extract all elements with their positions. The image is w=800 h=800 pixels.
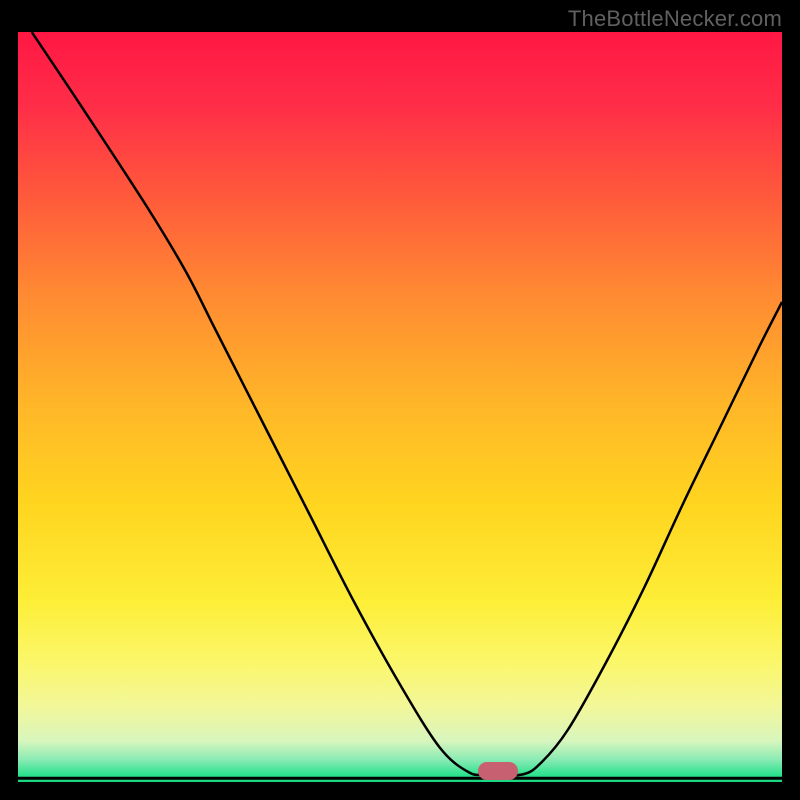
optimal-marker xyxy=(478,762,518,780)
watermark-text: TheBottleNecker.com xyxy=(568,6,782,32)
bottleneck-chart xyxy=(18,32,782,782)
chart-curve xyxy=(18,32,782,782)
